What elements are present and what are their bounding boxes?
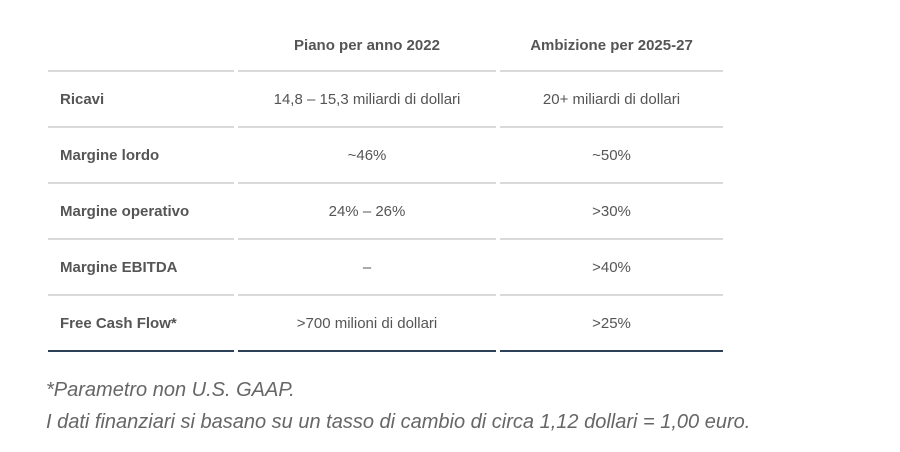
- row-plan-2022: 14,8 – 15,3 miliardi di dollari: [238, 72, 496, 128]
- table-row: Margine EBITDA – >40%: [48, 240, 723, 296]
- table-row: Margine operativo 24% – 26% >30%: [48, 184, 723, 240]
- row-metric: Margine lordo: [48, 128, 234, 184]
- financial-table: Piano per anno 2022 Ambizione per 2025-2…: [48, 20, 723, 352]
- header-plan-2022: Piano per anno 2022: [238, 20, 496, 72]
- header-metric: [48, 20, 234, 72]
- row-ambition: 20+ miliardi di dollari: [500, 72, 723, 128]
- row-ambition: >30%: [500, 184, 723, 240]
- table-row: Margine lordo ~46% ~50%: [48, 128, 723, 184]
- row-metric: Ricavi: [48, 72, 234, 128]
- row-metric: Free Cash Flow*: [48, 296, 234, 352]
- footnote-exchange-rate: I dati finanziari si basano su un tasso …: [46, 411, 751, 433]
- row-plan-2022: ~46%: [238, 128, 496, 184]
- row-plan-2022: –: [238, 240, 496, 296]
- table-row: Free Cash Flow* >700 milioni di dollari …: [48, 296, 723, 352]
- header-ambition-2025-27: Ambizione per 2025-27: [500, 20, 723, 72]
- row-ambition: >40%: [500, 240, 723, 296]
- row-metric: Margine EBITDA: [48, 240, 234, 296]
- row-ambition: >25%: [500, 296, 723, 352]
- footnote-gaap: *Parametro non U.S. GAAP.: [46, 379, 295, 401]
- footnotes: *Parametro non U.S. GAAP. I dati finanzi…: [46, 374, 750, 438]
- row-ambition: ~50%: [500, 128, 723, 184]
- table-header-row: Piano per anno 2022 Ambizione per 2025-2…: [48, 20, 723, 72]
- row-metric: Margine operativo: [48, 184, 234, 240]
- table-row: Ricavi 14,8 – 15,3 miliardi di dollari 2…: [48, 72, 723, 128]
- row-plan-2022: 24% – 26%: [238, 184, 496, 240]
- row-plan-2022: >700 milioni di dollari: [238, 296, 496, 352]
